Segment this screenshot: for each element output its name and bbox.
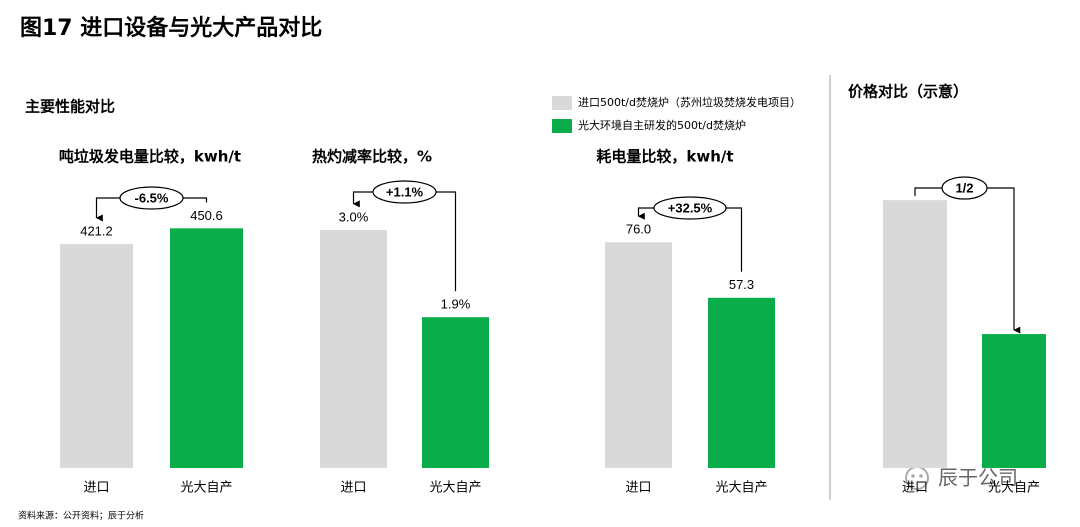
- chart-title: 价格对比（示意）: [848, 83, 968, 101]
- bar: [982, 334, 1046, 468]
- annotation-bracket: [404, 191, 457, 292]
- bar: [883, 200, 947, 468]
- annotation-oval: [653, 196, 727, 220]
- data-label: 3.0%: [339, 209, 369, 224]
- chart-title: 热灼减率比较，%: [312, 148, 432, 166]
- data-label: 57.3: [729, 277, 754, 292]
- annotation-oval: [119, 186, 184, 210]
- data-label: 450.6: [190, 208, 223, 223]
- bar: [422, 317, 489, 468]
- annotation: +1.1%: [386, 184, 424, 199]
- legend-swatch: [552, 119, 572, 133]
- chart-title: 耗电量比较，kwh/t: [596, 148, 733, 166]
- watermark: 辰于公司: [938, 466, 1018, 490]
- annotation: 1/2: [955, 180, 973, 195]
- bar: [708, 297, 775, 468]
- bar: [605, 242, 672, 468]
- legend-label: 光大环境自主研发的500t/d焚烧炉: [578, 118, 746, 132]
- x-tick-label: 进口: [625, 481, 651, 496]
- annotation-bracket: [964, 187, 1021, 334]
- annotation: +32.5%: [668, 200, 713, 215]
- x-tick-label: 进口: [83, 481, 109, 496]
- data-label: 421.2: [80, 223, 113, 238]
- legend-label: 进口500t/d焚烧炉（苏州垃圾焚烧发电项目）: [578, 95, 801, 109]
- x-tick-label: 光大自产: [988, 481, 1040, 496]
- annotation-oval: [372, 180, 437, 204]
- x-tick-label: 进口: [340, 481, 366, 496]
- section-title: 主要性能对比: [25, 98, 115, 116]
- x-tick-label: 光大自产: [180, 481, 232, 496]
- legend-swatch: [552, 96, 572, 110]
- data-label: 76.0: [626, 222, 651, 237]
- bar: [320, 229, 387, 468]
- data-label: 1.9%: [441, 297, 471, 312]
- x-tick-label: 光大自产: [715, 481, 767, 496]
- x-tick-label: 光大自产: [429, 481, 481, 496]
- bar: [60, 243, 133, 468]
- page-title: 图17 进口设备与光大产品对比: [20, 15, 322, 41]
- source: 资料来源：公开资料；辰于分析: [18, 510, 144, 522]
- chart-title: 吨垃圾发电量比较，kwh/t: [59, 148, 241, 166]
- x-tick-label: 进口: [902, 481, 928, 496]
- bar: [170, 228, 243, 468]
- annotation-oval: [941, 176, 988, 200]
- annotation: -6.5%: [135, 190, 169, 205]
